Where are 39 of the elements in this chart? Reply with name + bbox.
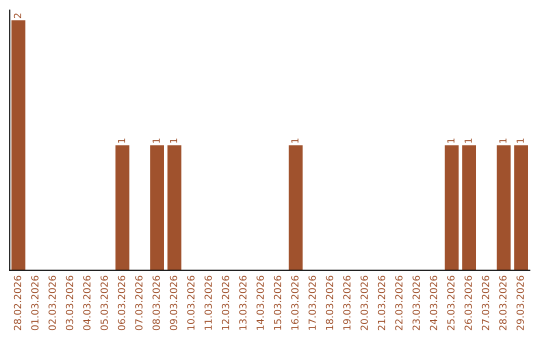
x-tick-label: 14.03.2026 [256,276,264,330]
data-label: 1 [464,138,472,143]
x-tick-label: 08.03.2026 [152,276,160,330]
x-tick-label: 03.03.2026 [66,276,74,330]
x-tick-label: 12.03.2026 [222,276,230,330]
x-tick-label: 19.03.2026 [343,276,351,330]
data-label: 2 [14,14,22,18]
data-label: 1 [118,138,126,143]
x-tick-label: 28.03.2026 [499,276,507,330]
data-label: 1 [447,138,454,143]
x-tick-label: 16.03.2026 [291,276,299,330]
x-tick-label: 13.03.2026 [239,276,247,330]
x-tick-label: 01.03.2026 [31,276,39,330]
x-tick-label: 18.03.2026 [326,276,334,330]
x-tick-label: 10.03.2026 [187,276,195,330]
x-tick-label: 25.03.2026 [447,276,455,330]
x-tick-label: 28.02.2026 [14,276,22,330]
x-tick-label: 24.03.2026 [430,276,438,330]
x-tick-label: 17.03.2026 [308,276,316,330]
data-label: 1 [152,138,160,143]
x-tick-label: 06.03.2026 [118,276,126,330]
x-tick-label: 15.03.2026 [274,276,282,330]
x-tick-label: 26.03.2026 [464,276,472,330]
data-label: 1 [291,138,298,143]
data-label: 1 [516,138,524,143]
x-tick-label: 23.03.2026 [412,276,420,330]
x-tick-label: 20.03.2026 [360,276,368,330]
x-tick-label: 09.03.2026 [170,276,178,330]
x-tick-label: 27.03.2026 [482,276,490,330]
x-tick-label: 21.03.2026 [378,276,386,330]
data-label: 1 [499,138,506,143]
x-tick-label: 05.03.2026 [100,276,108,330]
x-tick-label: 04.03.2026 [83,276,91,330]
x-tick-label: 29.03.2026 [516,276,524,330]
x-tick-label: 22.03.2026 [395,276,403,330]
x-tick-label: 07.03.2026 [135,276,143,330]
data-label: 1 [170,138,178,143]
x-tick-label: 02.03.2026 [48,276,56,330]
x-tick-label: 11.03.2026 [204,276,212,330]
